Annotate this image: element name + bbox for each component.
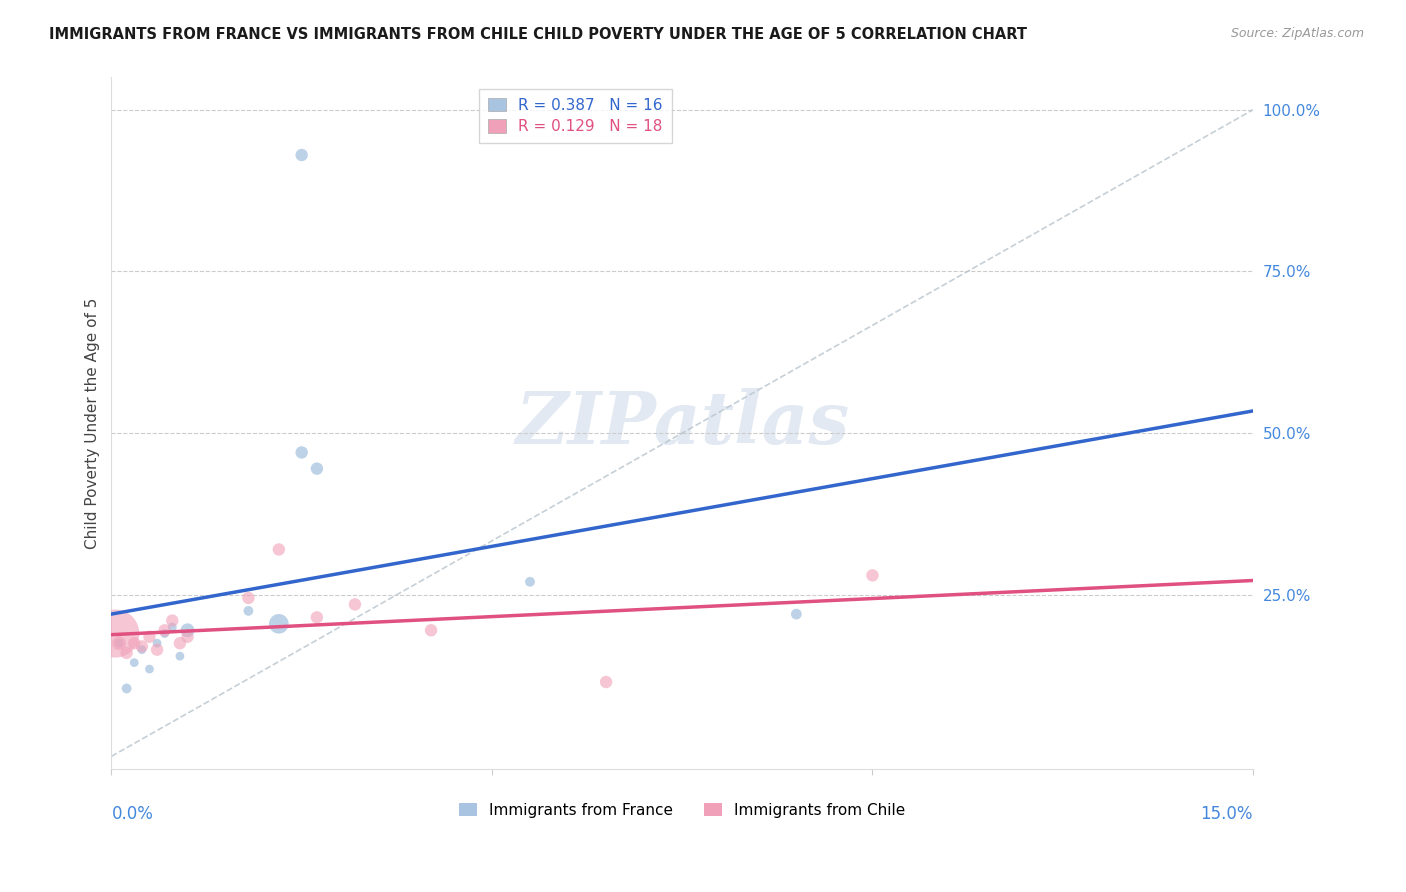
Point — [104, 626, 127, 640]
Point — [238, 604, 260, 618]
Point — [153, 624, 176, 638]
Point — [122, 636, 145, 650]
Legend: Immigrants from France, Immigrants from Chile: Immigrants from France, Immigrants from … — [453, 797, 911, 824]
Text: 15.0%: 15.0% — [1201, 805, 1253, 822]
Point — [238, 591, 260, 605]
Point — [108, 636, 131, 650]
Text: ZIPatlas: ZIPatlas — [515, 388, 849, 458]
Point — [146, 636, 169, 650]
Text: IMMIGRANTS FROM FRANCE VS IMMIGRANTS FROM CHILE CHILD POVERTY UNDER THE AGE OF 5: IMMIGRANTS FROM FRANCE VS IMMIGRANTS FRO… — [49, 27, 1028, 42]
Point — [305, 610, 328, 624]
Y-axis label: Child Poverty Under the Age of 5: Child Poverty Under the Age of 5 — [86, 298, 100, 549]
Point — [146, 642, 169, 657]
Point — [108, 636, 131, 650]
Point — [420, 624, 443, 638]
Point — [595, 675, 617, 690]
Point — [153, 626, 176, 640]
Point — [291, 148, 314, 162]
Point — [138, 662, 160, 676]
Point — [122, 656, 145, 670]
Point — [343, 598, 366, 612]
Point — [267, 542, 290, 557]
Point — [267, 616, 290, 631]
Point — [176, 630, 198, 644]
Point — [291, 445, 314, 459]
Point — [131, 640, 153, 654]
Point — [162, 614, 184, 628]
Point — [862, 568, 884, 582]
Point — [115, 646, 138, 660]
Point — [176, 624, 198, 638]
Point — [131, 642, 153, 657]
Point — [138, 630, 160, 644]
Point — [519, 574, 541, 589]
Point — [785, 607, 807, 621]
Text: Source: ZipAtlas.com: Source: ZipAtlas.com — [1230, 27, 1364, 40]
Point — [115, 681, 138, 696]
Text: 0.0%: 0.0% — [111, 805, 153, 822]
Point — [162, 620, 184, 634]
Point — [169, 636, 191, 650]
Point — [305, 461, 328, 475]
Point — [169, 649, 191, 664]
